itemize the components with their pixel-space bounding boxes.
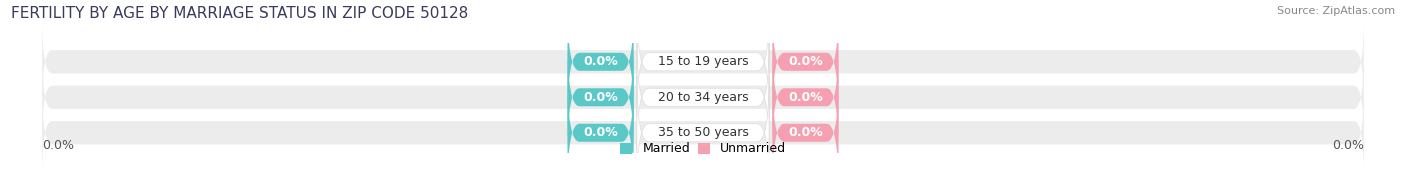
FancyBboxPatch shape [637, 40, 769, 154]
Text: 0.0%: 0.0% [787, 126, 823, 139]
Text: 35 to 50 years: 35 to 50 years [658, 126, 748, 139]
FancyBboxPatch shape [42, 90, 1364, 176]
Text: 0.0%: 0.0% [787, 55, 823, 68]
Text: 20 to 34 years: 20 to 34 years [658, 91, 748, 104]
Text: 0.0%: 0.0% [42, 139, 75, 152]
Text: 0.0%: 0.0% [583, 126, 619, 139]
FancyBboxPatch shape [772, 76, 838, 190]
Text: 0.0%: 0.0% [1331, 139, 1364, 152]
FancyBboxPatch shape [568, 40, 634, 154]
FancyBboxPatch shape [637, 5, 769, 119]
Text: 15 to 19 years: 15 to 19 years [658, 55, 748, 68]
Legend: Married, Unmarried: Married, Unmarried [620, 142, 786, 155]
FancyBboxPatch shape [568, 76, 634, 190]
FancyBboxPatch shape [42, 54, 1364, 141]
FancyBboxPatch shape [637, 76, 769, 190]
FancyBboxPatch shape [42, 19, 1364, 105]
Text: 0.0%: 0.0% [787, 91, 823, 104]
FancyBboxPatch shape [772, 5, 838, 119]
Text: FERTILITY BY AGE BY MARRIAGE STATUS IN ZIP CODE 50128: FERTILITY BY AGE BY MARRIAGE STATUS IN Z… [11, 6, 468, 21]
FancyBboxPatch shape [568, 5, 634, 119]
Text: 0.0%: 0.0% [583, 55, 619, 68]
Text: 0.0%: 0.0% [583, 91, 619, 104]
Text: Source: ZipAtlas.com: Source: ZipAtlas.com [1277, 6, 1395, 16]
FancyBboxPatch shape [772, 40, 838, 154]
